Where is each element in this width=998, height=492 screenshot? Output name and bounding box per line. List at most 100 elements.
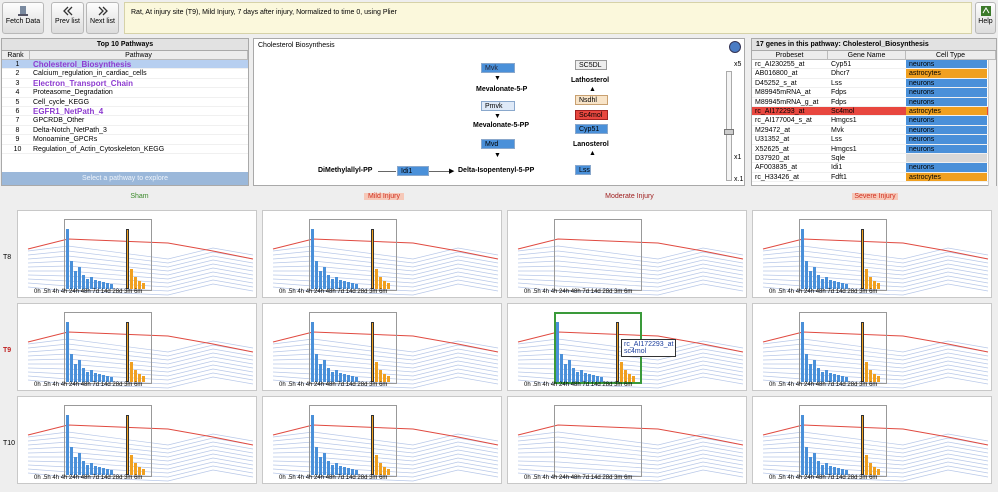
next-list-button[interactable]: Next list <box>86 2 119 34</box>
gene-name-cell: Lss <box>831 136 842 144</box>
prev-list-button[interactable]: Prev list <box>51 2 84 34</box>
bar-blue <box>837 468 840 475</box>
expression-chart-cell[interactable]: 0h .5h 4h 4h 24h 48h 7d 14d 28d 3m 6m <box>262 210 502 298</box>
time-window-box[interactable] <box>799 219 887 291</box>
gene-row[interactable]: AB016800_at Dhcr7 astrocytes <box>752 69 996 79</box>
probeset-cell: D37920_at <box>755 154 790 162</box>
gene-node-mvd[interactable]: Mvd <box>481 139 515 149</box>
expression-chart-cell[interactable]: 0h .5h 4h 4h 24h 48h 7d 14d 28d 3m 6m <box>752 303 992 391</box>
bar-orange <box>126 322 129 382</box>
pathway-name: Proteasome_Degradation <box>33 89 113 97</box>
gene-node-sc4mol[interactable]: Sc4mol <box>575 110 608 120</box>
gene-node-sc5dl[interactable]: SC5DL <box>575 60 607 70</box>
probeset-cell: AF003835_at <box>755 164 798 172</box>
gene-node-nsdhl[interactable]: Nsdhl <box>575 95 608 105</box>
gene-node-mvk[interactable]: Mvk <box>481 63 515 73</box>
bar-orange <box>387 376 390 382</box>
pathway-row[interactable]: 9 Monoamine_GPCRs <box>2 135 248 145</box>
gene-row[interactable]: rc_AI172293_at Sc4mol astrocytes <box>752 106 996 117</box>
expression-chart-cell[interactable]: 0h .5h 4h 4h 24h 48h 7d 14d 28d 3m 6m <box>262 396 502 484</box>
time-window-box[interactable] <box>799 312 887 384</box>
probeset-column-header[interactable]: Probeset <box>752 51 828 59</box>
gene-node-cyp51[interactable]: Cyp51 <box>575 124 608 134</box>
time-window-box[interactable] <box>799 405 887 477</box>
pathway-column-header[interactable]: Pathway <box>30 51 248 59</box>
gene-row[interactable]: D37920_at Sqle <box>752 153 996 164</box>
gene-row[interactable]: M89945mRNA_at Fdps neurons <box>752 88 996 98</box>
bar-blue <box>821 279 824 289</box>
pathway-row[interactable]: 2 Calcium_regulation_in_cardiac_cells <box>2 69 248 79</box>
bar-blue <box>106 283 109 289</box>
time-window-box[interactable] <box>64 219 152 291</box>
expression-chart-cell[interactable]: 0h .5h 4h 4h 24h 48h 7d 14d 28d 3m 6m <box>17 396 257 484</box>
expression-chart-cell[interactable]: 0h .5h 4h 4h 24h 48h 7d 14d 28d 3m 6m <box>262 303 502 391</box>
pathway-row[interactable]: 10 Regulation_of_Actin_Cytoskeleton_KEGG <box>2 145 248 154</box>
pathway-row[interactable]: 3 Electron_Transport_Chain <box>2 79 248 89</box>
pathway-row[interactable]: 6 EGFR1_NetPath_4 <box>2 107 248 117</box>
zoom-slider-thumb[interactable] <box>724 129 734 135</box>
pathway-row[interactable]: 4 Proteasome_Degradation <box>2 88 248 98</box>
bar-orange <box>865 269 868 289</box>
time-window-box[interactable] <box>309 219 397 291</box>
bar-blue <box>86 279 89 289</box>
time-window-box[interactable] <box>554 219 642 291</box>
time-axis-labels: 0h .5h 4h 4h 24h 48h 7d 14d 28d 3m 6m <box>34 475 143 481</box>
refresh-button[interactable] <box>729 41 741 53</box>
bar-blue <box>845 377 848 382</box>
bar-orange <box>126 229 129 289</box>
bar-blue <box>576 372 579 382</box>
time-window-box[interactable] <box>309 405 397 477</box>
zoom-slider[interactable] <box>726 71 732 181</box>
bar-orange <box>869 370 872 382</box>
bar-blue <box>327 275 330 289</box>
expression-chart-cell[interactable]: 0h .5h 4h 4h 24h 48h 7d 14d 28d 3m 6m <box>17 303 257 391</box>
cell-type-cell: astrocytes <box>906 69 987 78</box>
gene-row[interactable]: U31352_at Lss neurons <box>752 135 996 145</box>
time-window-box[interactable] <box>554 405 642 477</box>
bar-blue <box>829 466 832 475</box>
bar-orange <box>379 463 382 475</box>
context-title: Rat, At injury site (T9), Mild Injury, 7… <box>124 2 972 34</box>
pathway-row[interactable]: 8 Delta-Notch_NetPath_3 <box>2 126 248 136</box>
expression-chart-cell[interactable]: 0h .5h 4h 4h 24h 48h 7d 14d 28d 3m 6m <box>752 396 992 484</box>
gene-row[interactable]: X52625_at Hmgcs1 neurons <box>752 144 996 154</box>
bar-orange <box>142 469 145 475</box>
help-button[interactable]: Help <box>975 2 996 34</box>
bar-blue <box>580 370 583 382</box>
pathway-row[interactable]: 1 Cholesterol_Biosynthesis <box>2 60 248 70</box>
rank-column-header[interactable]: Rank <box>2 51 30 59</box>
gene-row[interactable]: M29472_at Mvk neurons <box>752 125 996 136</box>
bar-blue <box>813 360 816 382</box>
expression-chart-cell[interactable]: 0h .5h 4h 4h 24h 48h 7d 14d 28d 3m 6m <box>507 396 747 484</box>
expression-chart-cell[interactable]: 0h .5h 4h 4h 24h 48h 7d 14d 28d 3m 6m <box>752 210 992 298</box>
gene-node-lss[interactable]: Lss <box>575 165 591 175</box>
time-window-box[interactable] <box>64 405 152 477</box>
gene-row[interactable]: rc_AI230255_at Cyp51 neurons <box>752 60 996 70</box>
gene-row[interactable]: M89945mRNA_g_at Fdps neurons <box>752 97 996 107</box>
gene-row[interactable]: AF003835_at Idi1 neurons <box>752 163 996 173</box>
cell-type-cell: neurons <box>906 88 987 97</box>
gene-row[interactable]: D45252_s_at Lss neurons <box>752 78 996 89</box>
bar-orange <box>387 469 390 475</box>
time-axis-labels: 0h .5h 4h 4h 24h 48h 7d 14d 28d 3m 6m <box>769 289 878 295</box>
expression-chart-cell[interactable]: 0h .5h 4h 4h 24h 48h 7d 14d 28d 3m 6m <box>17 210 257 298</box>
prev-list-label: Prev list <box>55 18 80 25</box>
tooltip-probe: rc_AI172293_at <box>624 341 674 348</box>
bar-blue <box>351 469 354 475</box>
cell-type-column-header[interactable]: Cell Type <box>906 51 996 59</box>
pathway-row[interactable]: 5 Cell_cycle_KEGG <box>2 98 248 107</box>
genes-scrollbar[interactable] <box>988 60 996 186</box>
gene-node-pmvk[interactable]: Pmvk <box>481 101 515 111</box>
expression-chart-cell[interactable]: 0h .5h 4h 4h 24h 48h 7d 14d 28d 3m 6m <box>507 210 747 298</box>
gene-row[interactable]: rc_AI177004_s_at Hmgcs1 neurons <box>752 116 996 126</box>
time-window-box[interactable] <box>309 312 397 384</box>
probeset-cell: D45252_s_at <box>755 79 797 87</box>
fetch-data-button[interactable]: Fetch Data <box>2 2 44 34</box>
gene-name-column-header[interactable]: Gene Name <box>828 51 906 59</box>
gene-row[interactable]: rc_H33426_at Fdft1 astrocytes <box>752 172 996 183</box>
cell-type-cell: astrocytes <box>906 172 987 182</box>
time-window-box[interactable] <box>64 312 152 384</box>
gene-node-idi1[interactable]: Idi1 <box>397 166 429 176</box>
pathway-row[interactable]: 7 GPCRDB_Other <box>2 116 248 126</box>
bar-blue <box>82 368 85 382</box>
